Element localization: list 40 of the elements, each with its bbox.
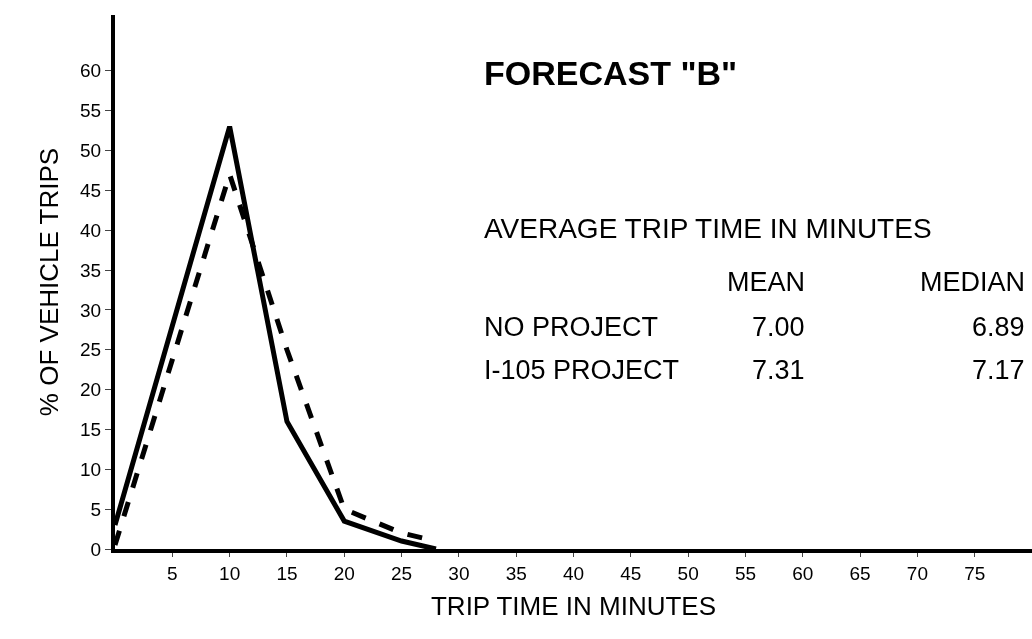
- x-tick-label: 65: [849, 562, 871, 584]
- x-tick-label: 35: [505, 562, 527, 584]
- annotation: AVERAGE TRIP TIME IN MINUTES: [484, 213, 932, 244]
- x-tick-label: 20: [333, 562, 355, 584]
- y-tick-label: 35: [80, 259, 102, 281]
- y-tick-label: 25: [80, 339, 102, 361]
- x-tick-label: 45: [620, 562, 642, 584]
- x-tick-label: 25: [390, 562, 413, 584]
- x-tick-label: 40: [562, 562, 585, 584]
- y-axis-title: % OF VEHICLE TRIPS: [33, 147, 64, 417]
- annotation: 7.31: [752, 355, 805, 385]
- annotation: MEAN: [727, 267, 806, 297]
- y-tick-label: 55: [80, 100, 102, 122]
- y-tick-label: 60: [80, 60, 102, 82]
- x-tick-label: 30: [448, 562, 470, 584]
- y-tick-label: 50: [80, 140, 102, 162]
- annotation: I-105 PROJECT: [484, 355, 680, 385]
- y-tick-label: 30: [80, 299, 102, 321]
- annotation: 7.17: [972, 355, 1025, 385]
- x-tick-label: 55: [734, 562, 757, 584]
- annotation: MEDIAN: [920, 267, 1026, 297]
- y-tick-label: 40: [80, 219, 102, 241]
- text: FORECAST "B": [484, 54, 738, 92]
- x-tick-label: 60: [792, 562, 814, 584]
- y-tick-label: 15: [80, 419, 102, 441]
- y-tick-label: 45: [80, 179, 102, 201]
- y-tick-label: 20: [80, 379, 102, 401]
- y-tick-label: 0: [90, 538, 102, 560]
- y-tick-label: 5: [90, 498, 102, 520]
- x-tick-label: 5: [167, 562, 178, 584]
- annotation: 6.89: [972, 312, 1025, 342]
- annotation: 7.00: [752, 312, 805, 342]
- x-tick-label: 70: [906, 562, 928, 584]
- x-tick-label: 15: [276, 562, 298, 584]
- y-tick-label: 10: [80, 458, 102, 480]
- x-axis-title: TRIP TIME IN MINUTES: [430, 591, 717, 621]
- x-tick-label: 10: [219, 562, 241, 584]
- annotation: NO PROJECT: [484, 312, 659, 342]
- x-tick-label: 75: [964, 562, 986, 584]
- x-tick-label: 50: [677, 562, 699, 584]
